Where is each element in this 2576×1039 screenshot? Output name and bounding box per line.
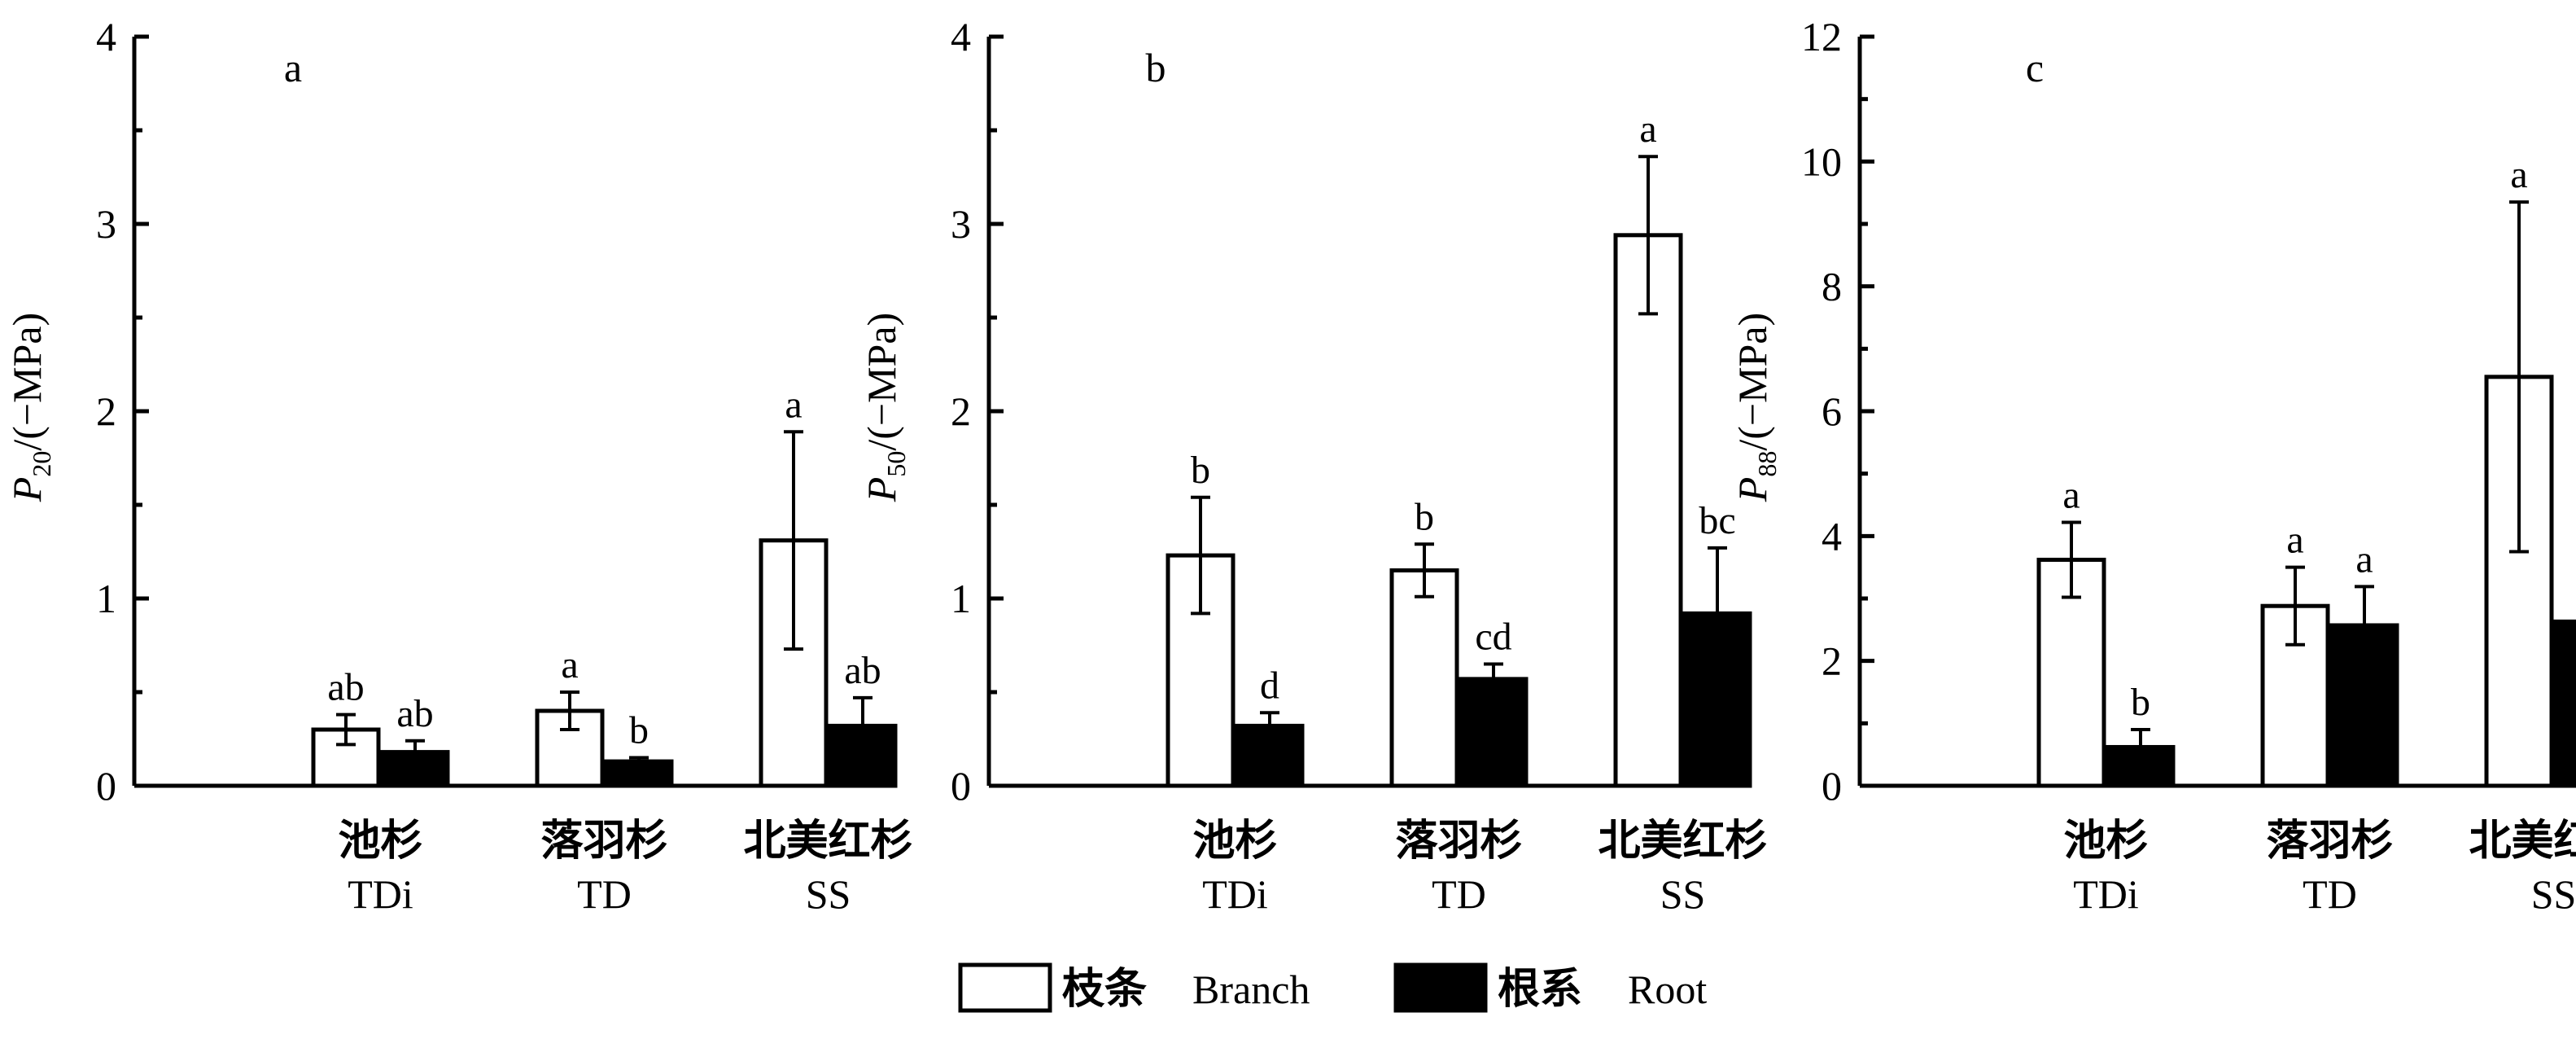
significance-letter: a [1639, 107, 1656, 151]
y-tick-label: 2 [96, 388, 116, 434]
y-axis-label: P50/(−MPa) [859, 313, 911, 502]
significance-letter: a [2286, 519, 2303, 562]
category-label-cn: 池杉 [1192, 817, 1277, 866]
y-tick-label: 2 [951, 388, 971, 434]
significance-letter: b [629, 709, 649, 752]
legend-swatch-branch [958, 962, 1052, 1013]
y-tick-label: 4 [1822, 513, 1842, 559]
significance-letter: b [1415, 495, 1434, 538]
y-axis-label-sub: 88 [1752, 451, 1782, 477]
legend-label-en: Branch [1192, 967, 1310, 1012]
y-tick-label: 10 [1801, 138, 1842, 184]
legend-label-en: Root [1628, 967, 1707, 1012]
y-axis-label-sub: 50 [881, 451, 911, 477]
significance-letter: ab [844, 649, 881, 692]
category-label-cn: 北美红杉 [2469, 817, 2576, 866]
y-tick-label: 0 [951, 763, 971, 809]
category-label-cn: 落羽杉 [540, 817, 667, 866]
y-axis-label-sub: 20 [27, 451, 56, 477]
significance-letter: ab [327, 666, 364, 709]
y-tick-label: 1 [96, 576, 116, 621]
y-tick-label: 4 [96, 14, 116, 59]
significance-letter: b [2131, 681, 2150, 724]
significance-letter: a [561, 643, 578, 686]
category-label-en: TD [1432, 871, 1486, 917]
y-tick-label: 3 [951, 201, 971, 247]
category-label-en: SS [806, 871, 851, 917]
category-label-cn: 北美红杉 [1598, 817, 1767, 866]
legend-swatch-root [1393, 962, 1488, 1013]
significance-letter: b [1191, 449, 1210, 492]
y-axis-label-unit: /(−MPa) [859, 313, 904, 451]
category-label-cn: 落羽杉 [1395, 817, 1522, 866]
bar-root [380, 750, 450, 788]
bar-root [2329, 623, 2399, 788]
y-tick-label: 0 [1822, 763, 1842, 809]
y-axis-label-var: P [1730, 477, 1775, 503]
y-tick-label: 12 [1801, 14, 1842, 59]
y-tick-label: 8 [1822, 264, 1842, 309]
bar-root [2553, 619, 2576, 788]
legend-label-cn: 根系 [1498, 965, 1582, 1014]
category-label-en: TD [2303, 871, 2357, 917]
category-label-cn: 池杉 [2063, 817, 2148, 866]
category-label-en: TDi [1202, 871, 1268, 917]
y-axis-label: P88/(−MPa) [1730, 313, 1782, 502]
chart-panel-c: 024681012P88/(−MPa)caaabaa池杉TDi落羽杉TD北美红杉… [1730, 14, 2576, 917]
category-label-cn: 池杉 [338, 817, 422, 866]
y-axis-label-unit: /(−MPa) [1730, 313, 1775, 451]
y-tick-label: 3 [96, 201, 116, 247]
legend: 枝条 Branch 根系 Root [958, 962, 1707, 1014]
y-tick-label: 1 [951, 576, 971, 621]
y-tick-label: 0 [96, 763, 116, 809]
y-tick-label: 4 [951, 14, 971, 59]
y-axis-label-var: P [859, 477, 904, 503]
panel-letter: c [2026, 45, 2044, 90]
significance-letter: ab [396, 692, 433, 735]
category-label-cn: 北美红杉 [743, 817, 912, 866]
significance-letter: d [1260, 664, 1279, 707]
category-label-en: TD [577, 871, 632, 917]
category-label-en: TDi [2073, 871, 2139, 917]
panel-letter: b [1146, 45, 1166, 90]
significance-letter: a [2355, 537, 2373, 581]
chart-panel-b: 0 1 2 3 4 P50/(−MPa) b b b a d cd bc 池杉 TDi 落羽杉 TD 北美红杉 SS [859, 14, 1768, 917]
y-axis-label-var: P [4, 477, 50, 503]
bar-branch [1389, 568, 1459, 788]
category-label-en: TDi [348, 871, 413, 917]
panel-letter: a [284, 45, 302, 90]
category-label-en: SS [1660, 871, 1706, 917]
bar-branch [1613, 233, 1683, 788]
y-axis-label: P20/(−MPa) [4, 313, 56, 502]
y-axis-label-unit: /(−MPa) [4, 313, 50, 451]
y-tick-label: 2 [1822, 638, 1842, 684]
significance-letter: a [2062, 473, 2080, 516]
significance-letter: a [785, 383, 802, 426]
significance-letter: a [2510, 153, 2527, 196]
category-label-cn: 落羽杉 [2266, 817, 2393, 866]
y-tick-label: 6 [1822, 388, 1842, 434]
bar-root [1459, 677, 1529, 788]
significance-letter: bc [1699, 499, 1735, 542]
legend-label-cn: 枝条 [1062, 965, 1147, 1014]
category-label-en: SS [2531, 871, 2576, 917]
significance-letter: cd [1475, 616, 1511, 659]
